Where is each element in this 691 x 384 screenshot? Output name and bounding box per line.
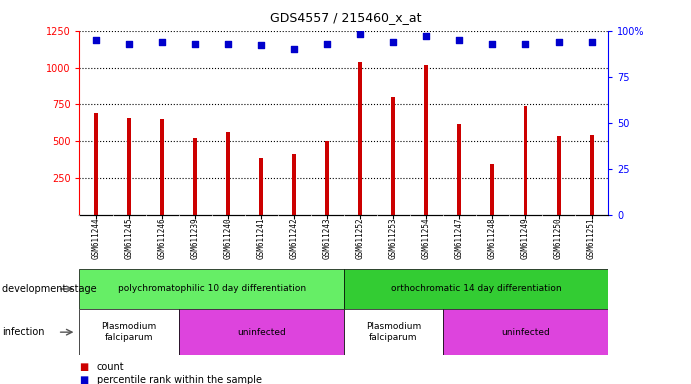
Point: [91, 37, 102, 43]
Bar: [79, 309, 178, 355]
Bar: [292, 154, 296, 215]
Bar: [589, 136, 594, 215]
Bar: [226, 132, 230, 215]
Bar: [443, 309, 608, 355]
Bar: [178, 309, 343, 355]
Text: infection: infection: [2, 327, 45, 337]
Bar: [259, 157, 263, 215]
Text: GDS4557 / 215460_x_at: GDS4557 / 215460_x_at: [269, 12, 422, 25]
Point: [553, 39, 564, 45]
Bar: [79, 269, 344, 309]
Bar: [524, 106, 527, 215]
Text: GSM611245: GSM611245: [124, 218, 133, 259]
Point: [454, 37, 465, 43]
Text: GSM611253: GSM611253: [389, 218, 398, 259]
Bar: [424, 65, 428, 215]
Point: [586, 39, 597, 45]
Text: GSM611239: GSM611239: [191, 218, 200, 259]
Text: GSM611243: GSM611243: [323, 218, 332, 259]
Text: Plasmodium
falciparum: Plasmodium falciparum: [102, 323, 157, 342]
Text: uninfected: uninfected: [237, 328, 285, 337]
Text: GSM611248: GSM611248: [488, 218, 497, 259]
Text: GSM611240: GSM611240: [224, 218, 233, 259]
Text: count: count: [97, 362, 124, 372]
Text: GSM611241: GSM611241: [256, 218, 265, 259]
Point: [256, 42, 267, 48]
Bar: [160, 119, 164, 215]
Bar: [344, 269, 608, 309]
Bar: [556, 136, 560, 215]
Text: GSM611252: GSM611252: [356, 218, 365, 259]
Point: [223, 41, 234, 47]
Bar: [359, 62, 362, 215]
Text: GSM611246: GSM611246: [158, 218, 167, 259]
Text: ■: ■: [79, 362, 88, 372]
Text: GSM611249: GSM611249: [521, 218, 530, 259]
Point: [289, 46, 300, 52]
Point: [124, 41, 135, 47]
Bar: [325, 141, 329, 215]
Point: [421, 33, 432, 39]
Point: [354, 31, 366, 38]
Bar: [457, 124, 462, 215]
Bar: [193, 137, 197, 215]
Text: Plasmodium
falciparum: Plasmodium falciparum: [366, 323, 421, 342]
Point: [388, 39, 399, 45]
Point: [487, 41, 498, 47]
Text: GSM611247: GSM611247: [455, 218, 464, 259]
Text: GSM611251: GSM611251: [587, 218, 596, 259]
Text: percentile rank within the sample: percentile rank within the sample: [97, 375, 262, 384]
Text: orthochromatic 14 day differentiation: orthochromatic 14 day differentiation: [390, 285, 561, 293]
Text: ■: ■: [79, 375, 88, 384]
Text: GSM611244: GSM611244: [91, 218, 100, 259]
Point: [189, 41, 200, 47]
Text: GSM611242: GSM611242: [290, 218, 299, 259]
Bar: [491, 164, 495, 215]
Text: GSM611254: GSM611254: [422, 218, 431, 259]
Text: development stage: development stage: [2, 284, 97, 294]
Point: [157, 39, 168, 45]
Text: GSM611250: GSM611250: [554, 218, 563, 259]
Bar: [127, 118, 131, 215]
Bar: [94, 113, 98, 215]
Bar: [344, 309, 443, 355]
Text: uninfected: uninfected: [501, 328, 550, 337]
Bar: [391, 97, 395, 215]
Point: [520, 41, 531, 47]
Point: [322, 41, 333, 47]
Text: polychromatophilic 10 day differentiation: polychromatophilic 10 day differentiatio…: [117, 285, 305, 293]
